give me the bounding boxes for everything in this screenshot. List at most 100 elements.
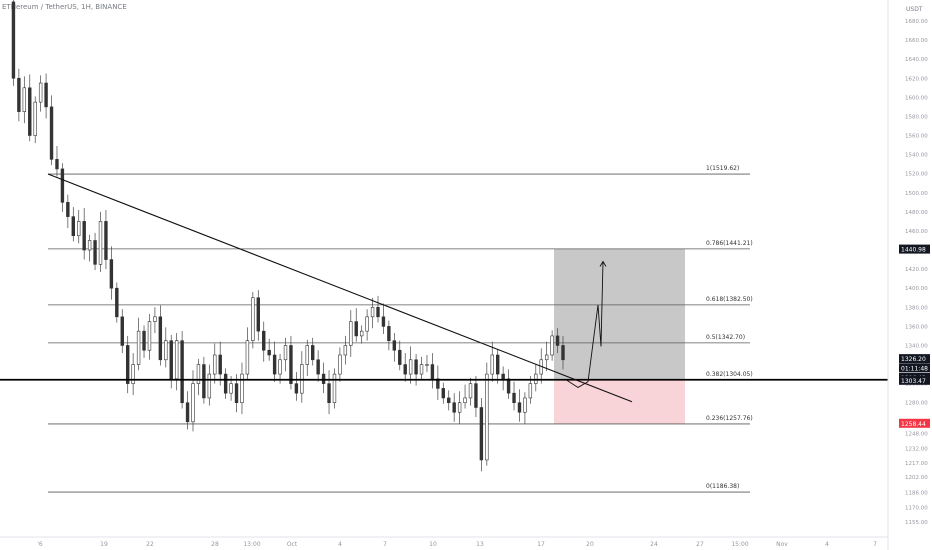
price-tick: 1620.00	[905, 76, 928, 82]
fib-label: 0.236(1257.76)	[706, 415, 753, 422]
candle-body	[311, 345, 315, 361]
fib-label: 1(1519.62)	[706, 165, 739, 172]
candle-body	[196, 364, 201, 384]
candle-body	[496, 354, 500, 375]
candle-body	[66, 202, 70, 217]
candle-body	[267, 349, 271, 356]
currency-label: USDT	[906, 6, 923, 13]
candle-body	[147, 321, 152, 351]
candle-body	[278, 359, 282, 375]
price-tick: 1540.00	[905, 153, 928, 159]
candle-body	[523, 397, 527, 413]
candles	[11, 0, 565, 472]
candle-body	[392, 340, 397, 351]
candle-body	[343, 345, 348, 356]
candle-body	[534, 373, 538, 384]
candle-body	[33, 101, 37, 136]
time-tick: 28	[211, 541, 219, 548]
price-tick: 1340.00	[905, 343, 928, 349]
candle-body	[436, 378, 440, 389]
time-tick: 27	[696, 541, 704, 548]
price-tick: 1360.00	[905, 324, 928, 330]
candle-body	[82, 221, 86, 251]
candle-body	[354, 321, 358, 337]
candle-body	[512, 392, 516, 404]
candle-body	[77, 221, 81, 237]
price-tick: 1202.00	[905, 475, 928, 481]
candle-body	[403, 364, 407, 375]
price-tick: 1460.00	[905, 229, 928, 235]
candle-body	[294, 383, 299, 394]
candle-body	[71, 216, 75, 237]
candle-body	[452, 402, 456, 413]
time-tick: 17	[537, 541, 545, 548]
candle-body	[174, 340, 179, 380]
candle-body	[419, 364, 424, 375]
candle-body	[240, 373, 244, 404]
time-tick: 4	[338, 541, 342, 548]
time-axis: '6 19 22 28 13:00 Oct 4 7 10 13 17 20 24 27 15:00 Nov 4 7	[0, 536, 888, 548]
candle-body	[414, 359, 418, 375]
price-tick: 1248.00	[905, 431, 928, 437]
price-tag-text: 01:11:48	[901, 365, 928, 372]
price-tick: 1420.00	[905, 267, 928, 273]
candle-body	[321, 373, 326, 384]
candle-body	[332, 373, 337, 404]
candle-body	[109, 259, 114, 289]
fib-label: 0.5(1342.70)	[706, 334, 745, 341]
price-tick: 1660.00	[905, 38, 928, 44]
symbol-title: ETHereum / TetherUS, 1H, BINANCE	[2, 3, 127, 11]
candle-body	[506, 378, 511, 394]
time-tick: 7	[383, 541, 387, 548]
candle-body	[463, 397, 467, 404]
candle-body	[234, 383, 239, 404]
projection-path	[565, 261, 604, 388]
candle-body	[213, 354, 217, 375]
candle-body	[158, 316, 163, 361]
price-tick: 1500.00	[905, 191, 928, 197]
price-tick: 1186.00	[905, 490, 928, 496]
price-tag	[899, 418, 930, 428]
candle-body	[169, 340, 173, 380]
candle-body	[164, 340, 168, 361]
candle-body	[441, 388, 445, 399]
price-tick: 1232.00	[905, 447, 928, 453]
time-tick: 13:00	[243, 541, 260, 548]
candle-body	[468, 383, 473, 399]
candle-body	[229, 383, 233, 394]
candle-body	[153, 316, 157, 322]
candle-body	[550, 335, 554, 356]
price-tag-text: 1303.47	[901, 378, 926, 385]
drawings	[0, 173, 888, 403]
candle-body	[22, 87, 27, 112]
candle-body	[202, 364, 206, 399]
candle-body	[115, 287, 119, 318]
candle-body	[55, 159, 59, 170]
candle-body	[17, 77, 21, 112]
candle-body	[561, 345, 565, 361]
candle-body	[283, 345, 288, 361]
trend-line	[47, 173, 633, 403]
candle-body	[256, 297, 260, 332]
candle-body	[338, 354, 342, 375]
projection-arrowhead	[599, 260, 607, 267]
price-tick: 1380.00	[905, 305, 928, 311]
price-tick: 1600.00	[905, 95, 928, 101]
candle-body	[289, 345, 293, 384]
price-tick: 1560.00	[905, 134, 928, 140]
candle-body	[398, 349, 402, 365]
candle-body	[300, 364, 304, 394]
candle-body	[430, 364, 435, 380]
price-tick: 1680.00	[905, 19, 928, 25]
candle-body	[38, 82, 43, 103]
price-tick: 1400.00	[905, 286, 928, 292]
time-tick: 15:00	[731, 541, 748, 548]
price-tick: 1170.00	[905, 506, 928, 512]
candle-body	[479, 407, 484, 461]
time-tick: Nov	[776, 541, 788, 548]
candle-body	[381, 316, 386, 327]
candle-body	[104, 221, 108, 260]
position-zones	[554, 248, 685, 424]
candle-body	[49, 106, 54, 160]
